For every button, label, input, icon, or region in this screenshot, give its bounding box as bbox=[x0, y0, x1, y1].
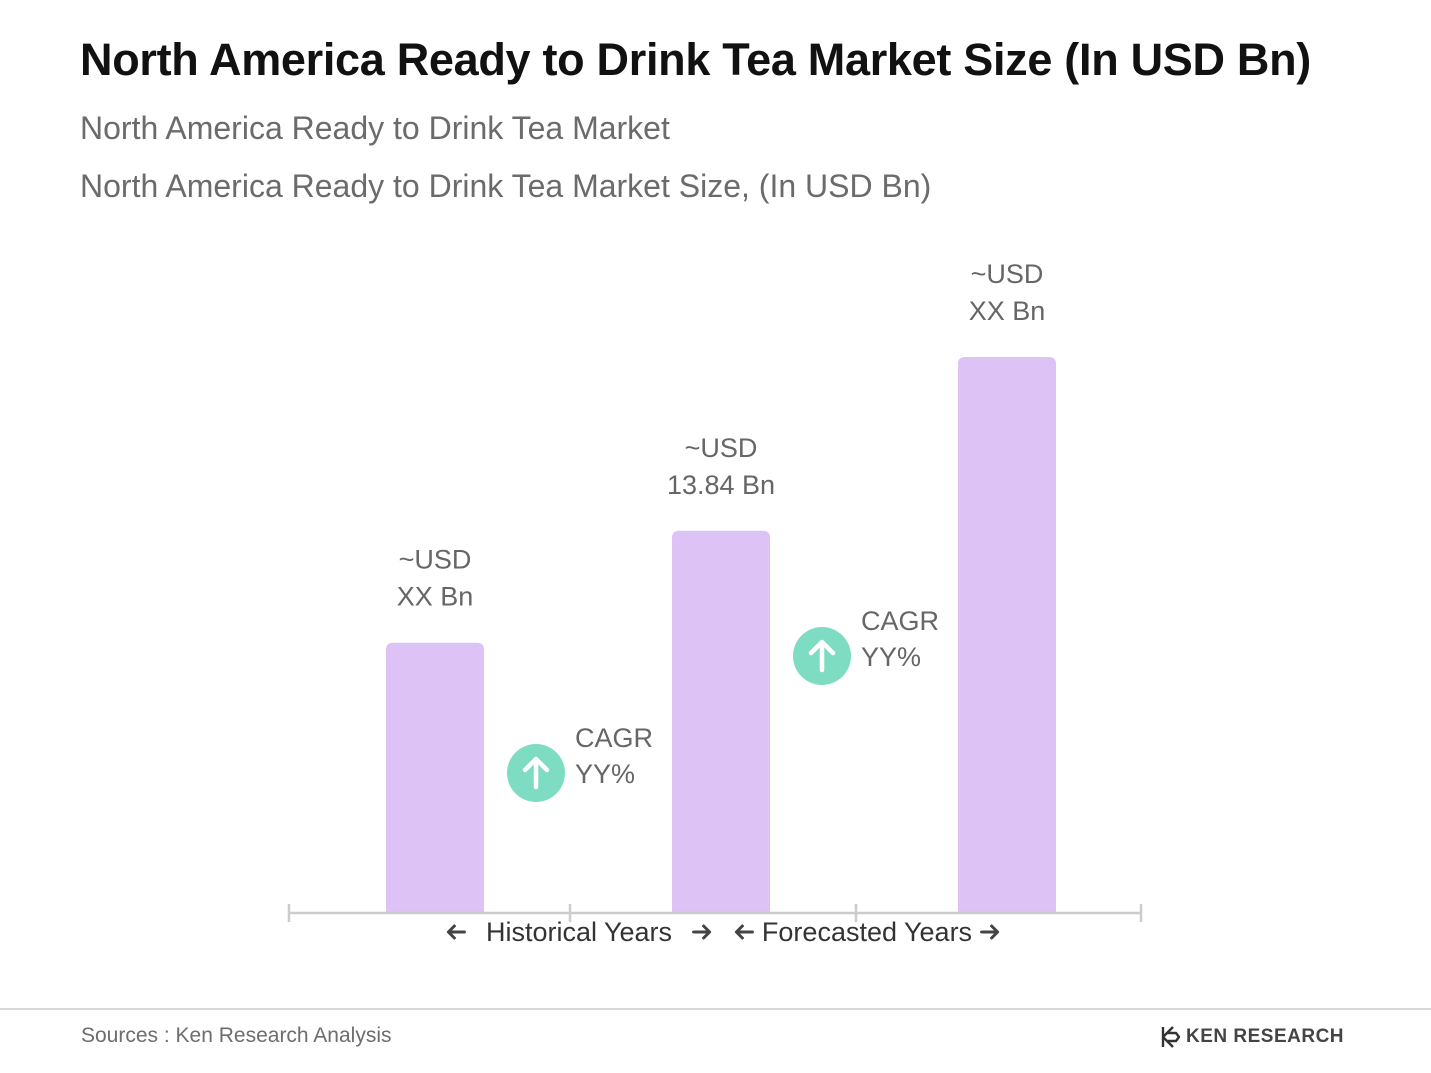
arrow-left-icon bbox=[734, 924, 754, 940]
chart-subtitle: North America Ready to Drink Tea Market bbox=[80, 110, 670, 146]
footer-divider bbox=[0, 1008, 1431, 1010]
axis-segment-label: Forecasted Years bbox=[762, 917, 972, 947]
data-label-value: 13.84 Bn bbox=[667, 470, 775, 500]
arrow-right-icon bbox=[692, 924, 712, 940]
arrow-up-icon bbox=[808, 639, 836, 673]
cagr-label: CAGR bbox=[861, 606, 939, 636]
arrow-right-icon bbox=[980, 924, 1000, 940]
cagr-value: YY% bbox=[575, 759, 635, 789]
axis-segment-label: Historical Years bbox=[486, 917, 672, 947]
data-label-prefix: ~USD bbox=[685, 433, 758, 463]
arrow-left-icon bbox=[446, 924, 466, 940]
bar bbox=[672, 530, 770, 913]
data-label-prefix: ~USD bbox=[399, 545, 472, 575]
logo-mark-icon bbox=[1161, 1026, 1181, 1048]
arrow-up-icon bbox=[522, 756, 550, 790]
bar-chart: ~USD XX Bn ~USD 13.84 Bn ~USD XX Bn Historical… bbox=[287, 259, 1143, 947]
source-note: Sources : Ken Research Analysis bbox=[81, 1024, 392, 1047]
cagr-value: YY% bbox=[861, 642, 921, 672]
ken-research-logo: KEN RESEARCH bbox=[1160, 1024, 1344, 1050]
bar bbox=[958, 357, 1056, 913]
logo-text: KEN RESEARCH bbox=[1186, 1026, 1345, 1047]
chart-subheading: North America Ready to Drink Tea Market … bbox=[80, 168, 932, 204]
chart-title: North America Ready to Drink Tea Market … bbox=[80, 34, 1311, 85]
data-label-prefix: ~USD bbox=[971, 259, 1044, 289]
cagr-label: CAGR bbox=[575, 723, 653, 753]
bar bbox=[386, 642, 484, 913]
data-label-value: XX Bn bbox=[397, 582, 474, 612]
data-label-value: XX Bn bbox=[969, 296, 1046, 326]
